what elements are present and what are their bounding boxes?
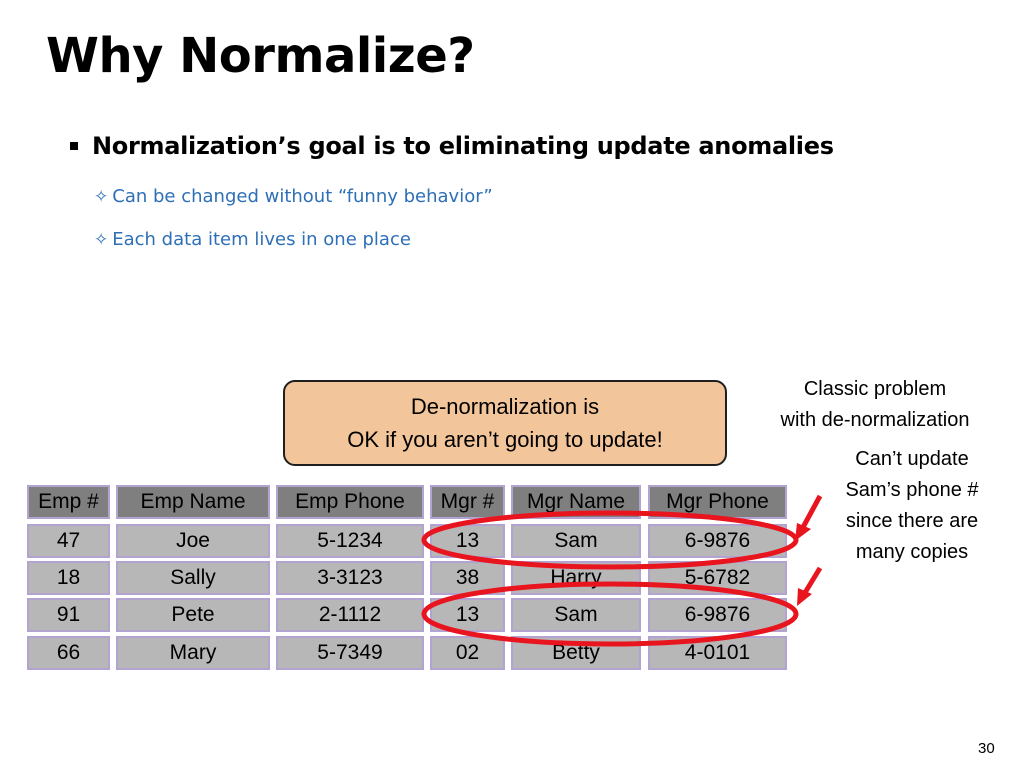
update-anomaly-note: Can’t update Sam’s phone # since there a… [810, 444, 1014, 568]
sub-bullet-text: Can be changed without “funny behavior” [112, 186, 493, 207]
note-line: since there are [845, 510, 979, 532]
table-cell-emp-phone: 5-1234 [276, 524, 424, 558]
note-line: Sam’s phone # [845, 479, 979, 501]
main-bullet: Normalization’s goal is to eliminating u… [70, 132, 834, 160]
square-bullet-icon [70, 142, 78, 150]
table-cell-mgr-phone: 6-9876 [648, 598, 787, 632]
slide-title: Why Normalize? [46, 28, 475, 84]
four-point-star-icon: ✧ [94, 186, 109, 207]
table-cell-emp-number: 18 [27, 561, 110, 595]
table-header-mgr-name: Mgr Name [511, 485, 641, 519]
table-cell-emp-phone: 5-7349 [276, 636, 424, 670]
table-cell-emp-number: 91 [27, 598, 110, 632]
table-cell-emp-number: 66 [27, 636, 110, 670]
table-cell-emp-name: Pete [116, 598, 270, 632]
classic-problem-note: Classic problem with de-normalization [750, 374, 1000, 436]
table-header-mgr-phone: Mgr Phone [648, 485, 787, 519]
table-cell-mgr-number: 38 [430, 561, 505, 595]
table-cell-mgr-phone: 4-0101 [648, 636, 787, 670]
page-number: 30 [978, 740, 995, 757]
note-line: many copies [855, 541, 969, 563]
table-cell-emp-number: 47 [27, 524, 110, 558]
table-header-mgr-number: Mgr # [430, 485, 505, 519]
table-cell-emp-phone: 3-3123 [276, 561, 424, 595]
table-cell-emp-phone: 2-1112 [276, 598, 424, 632]
table-cell-mgr-number: 13 [430, 524, 505, 558]
denormalization-callout: De-normalization is OK if you aren’t goi… [283, 380, 727, 466]
red-arrow-icon [797, 566, 823, 606]
table-cell-mgr-name: Sam [511, 598, 641, 632]
table-cell-mgr-name: Betty [511, 636, 641, 670]
table-cell-emp-name: Joe [116, 524, 270, 558]
table-cell-mgr-number: 02 [430, 636, 505, 670]
sub-bullet-text: Each data item lives in one place [112, 229, 411, 250]
note-line: Can’t update [855, 448, 969, 470]
table-cell-emp-name: Sally [116, 561, 270, 595]
table-header-emp-phone: Emp Phone [276, 485, 424, 519]
callout-line-1: De-normalization is [410, 394, 600, 419]
table-header-emp-number: Emp # [27, 485, 110, 519]
sub-bullet-1: ✧ Can be changed without “funny behavior… [94, 186, 493, 207]
table-cell-mgr-name: Harry [511, 561, 641, 595]
callout-line-2: OK if you aren’t going to update! [347, 427, 663, 452]
note-line: with de-normalization [780, 409, 970, 431]
table-header-emp-name: Emp Name [116, 485, 270, 519]
sub-bullet-2: ✧ Each data item lives in one place [94, 229, 411, 250]
table-cell-mgr-number: 13 [430, 598, 505, 632]
table-cell-mgr-name: Sam [511, 524, 641, 558]
main-bullet-text: Normalization’s goal is to eliminating u… [92, 132, 834, 160]
table-cell-mgr-phone: 5-6782 [648, 561, 787, 595]
note-line: Classic problem [803, 378, 947, 400]
four-point-star-icon: ✧ [94, 229, 109, 250]
table-cell-emp-name: Mary [116, 636, 270, 670]
table-cell-mgr-phone: 6-9876 [648, 524, 787, 558]
